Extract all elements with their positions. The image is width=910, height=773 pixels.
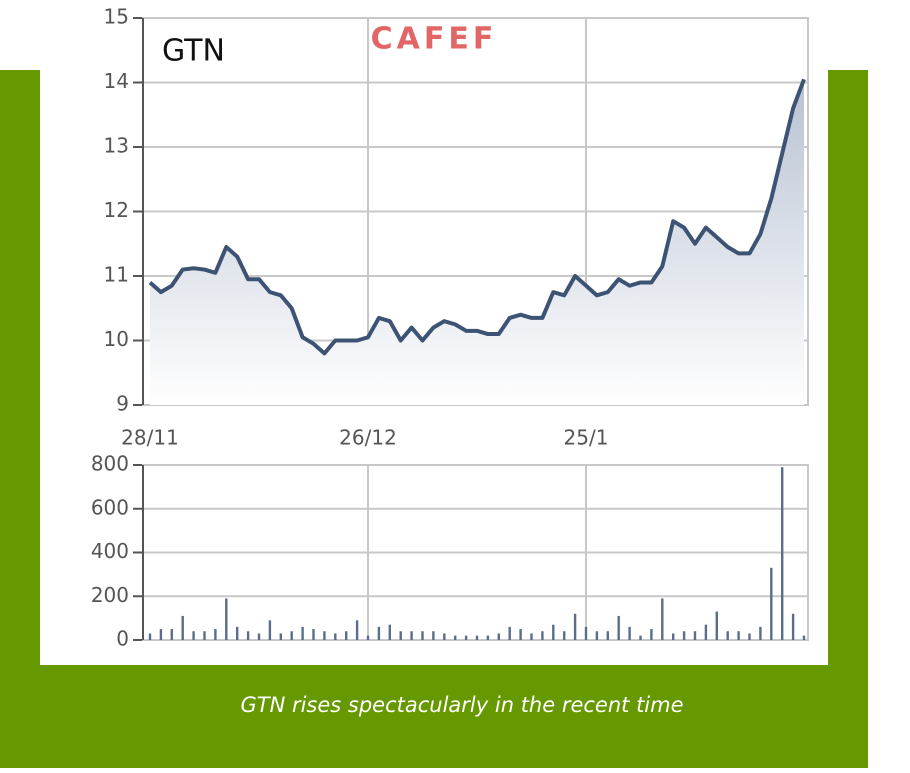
volume-bar bbox=[203, 631, 206, 640]
volume-bar bbox=[770, 567, 773, 640]
volume-bar bbox=[639, 635, 642, 640]
y-tick-label: 14 bbox=[104, 69, 129, 93]
volume-bar bbox=[236, 626, 239, 640]
symbol-label: GTN bbox=[162, 34, 225, 69]
volume-bar bbox=[410, 631, 413, 640]
volume-bar bbox=[334, 633, 337, 640]
volume-bar bbox=[355, 620, 359, 640]
volume-bar bbox=[781, 467, 784, 640]
volume-bar bbox=[421, 631, 424, 640]
volume-bar bbox=[464, 635, 468, 640]
x-tick-label: 26/12 bbox=[339, 426, 397, 450]
volume-bar bbox=[791, 613, 795, 640]
volume-bar bbox=[530, 633, 533, 640]
volume-bar bbox=[345, 631, 348, 640]
price-line bbox=[148, 78, 806, 356]
volume-bar bbox=[759, 626, 762, 640]
y-tick-label: 15 bbox=[104, 5, 129, 29]
volume-bar bbox=[432, 631, 435, 640]
volume-bar bbox=[508, 626, 511, 640]
area-fill bbox=[150, 79, 804, 406]
volume-bar bbox=[748, 633, 751, 640]
volume-bar bbox=[257, 633, 261, 640]
volume-bar bbox=[682, 631, 686, 640]
volume-bar bbox=[246, 631, 250, 640]
volume-bar bbox=[617, 615, 620, 640]
volume-bar bbox=[181, 615, 184, 640]
y-tick-label: 10 bbox=[104, 327, 129, 351]
volume-bar bbox=[552, 624, 555, 640]
volume-bar bbox=[268, 620, 272, 640]
caption: GTN rises spectacularly in the recent ti… bbox=[240, 693, 683, 717]
y-tick-label: 400 bbox=[91, 539, 129, 563]
volume-bar bbox=[366, 635, 370, 640]
volume-bar bbox=[519, 629, 522, 640]
y-tick-label: 13 bbox=[104, 134, 129, 158]
volume-bar bbox=[170, 629, 173, 640]
volume-bar bbox=[279, 633, 282, 640]
volume-bar bbox=[661, 598, 664, 640]
volume-bar bbox=[672, 633, 675, 640]
watermark: CAFEF bbox=[371, 22, 498, 57]
volume-bar bbox=[541, 631, 544, 640]
volume-bar bbox=[290, 631, 293, 640]
y-tick-label: 600 bbox=[91, 495, 129, 519]
volume-bar bbox=[595, 631, 599, 640]
volume-bar bbox=[704, 624, 708, 640]
volume-bar bbox=[726, 631, 729, 640]
volume-bar bbox=[323, 631, 326, 640]
volume-bar bbox=[301, 626, 304, 640]
volume-bar bbox=[584, 626, 588, 640]
volume-bar bbox=[715, 611, 718, 640]
volume-bar bbox=[388, 624, 391, 640]
volume-bar bbox=[312, 629, 315, 640]
y-tick-label: 0 bbox=[116, 627, 129, 651]
volume-bar bbox=[606, 631, 609, 640]
volume-bar bbox=[802, 635, 806, 640]
volume-bar bbox=[693, 631, 697, 640]
volume-bar bbox=[159, 629, 163, 640]
volume-bar bbox=[563, 631, 566, 640]
volume-bar bbox=[377, 626, 381, 640]
volume-bar bbox=[628, 626, 631, 640]
volume-bar bbox=[497, 633, 500, 640]
volume-bar bbox=[454, 635, 457, 640]
y-tick-label: 200 bbox=[91, 583, 129, 607]
volume-bar bbox=[214, 629, 217, 640]
volume-bar bbox=[192, 631, 195, 640]
volume-bar bbox=[573, 613, 577, 640]
volume-bar bbox=[475, 635, 479, 640]
volume-bar bbox=[443, 633, 446, 640]
volume-bar bbox=[650, 629, 653, 640]
y-tick-label: 11 bbox=[104, 263, 129, 287]
y-tick-label: 9 bbox=[116, 392, 129, 416]
x-tick-label: 25/1 bbox=[564, 426, 609, 450]
x-tick-label: 28/11 bbox=[121, 426, 179, 450]
volume-bar bbox=[225, 598, 228, 640]
volume-bar bbox=[486, 635, 490, 640]
y-tick-label: 12 bbox=[104, 198, 129, 222]
y-tick-label: 800 bbox=[91, 452, 129, 476]
volume-bar bbox=[399, 631, 402, 640]
volume-bar bbox=[737, 631, 740, 640]
volume-bar bbox=[148, 633, 152, 640]
